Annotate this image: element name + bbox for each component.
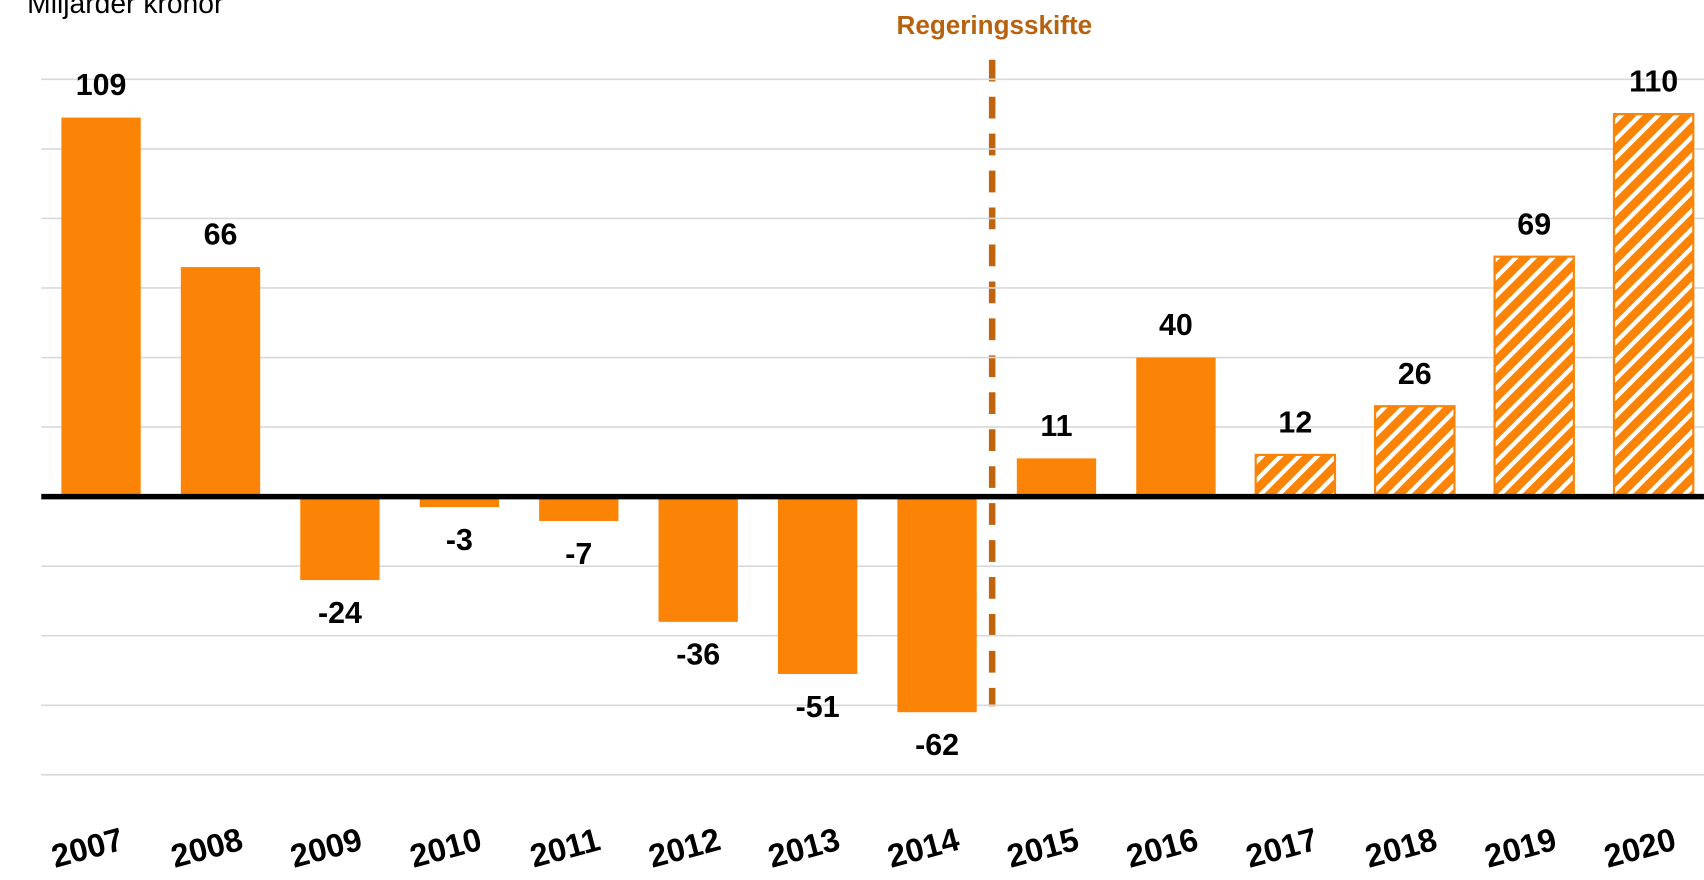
x-tick-label: 2009 [286, 820, 366, 875]
x-tick-label: 2018 [1361, 820, 1441, 875]
y-axis-label: Miljarder kronor [27, 0, 223, 19]
value-label: 66 [204, 218, 238, 252]
bar [897, 496, 977, 713]
x-tick-label: 2016 [1122, 820, 1202, 875]
plot: Miljarder kronor Regeringsskifte 2007 109… [27, 0, 1704, 875]
bar [777, 496, 858, 674]
x-tick-label: 2008 [167, 820, 247, 875]
value-label: 40 [1159, 308, 1193, 342]
bar [1254, 453, 1337, 498]
value-label: 12 [1278, 405, 1312, 439]
value-label: 26 [1398, 357, 1432, 391]
x-tick-label: 2012 [645, 820, 725, 875]
value-label: -7 [565, 537, 592, 571]
bar [1612, 113, 1695, 498]
value-label: -24 [318, 596, 362, 630]
x-tick-label: 2010 [406, 820, 486, 875]
bar [1374, 405, 1456, 498]
value-label: -36 [676, 638, 720, 672]
annotation: Regeringsskifte [897, 10, 1093, 40]
bar [419, 496, 500, 508]
bar [180, 267, 261, 497]
bar [61, 117, 141, 497]
x-tick-label: 2015 [1003, 820, 1083, 875]
bar [1493, 255, 1575, 498]
x-tick-label: 2019 [1481, 820, 1561, 875]
value-label: 109 [76, 68, 127, 102]
bar [300, 496, 380, 581]
x-tick-label: 2011 [526, 820, 604, 874]
x-tick-label: 2020 [1600, 820, 1680, 875]
bar [1016, 458, 1097, 497]
value-label: 11 [1040, 409, 1072, 443]
value-label: -51 [796, 690, 840, 724]
value-label: 69 [1517, 207, 1551, 241]
bar [539, 496, 619, 521]
x-tick-label: 2007 [47, 820, 127, 875]
bar [658, 496, 738, 622]
x-tick-label: 2013 [764, 820, 844, 875]
value-label: 110 [1629, 65, 1678, 99]
x-tick-label: 2014 [883, 820, 963, 875]
bar [1136, 357, 1216, 497]
value-label: -3 [446, 523, 473, 557]
x-tick-label: 2017 [1242, 820, 1322, 875]
value-label: -62 [915, 728, 959, 762]
